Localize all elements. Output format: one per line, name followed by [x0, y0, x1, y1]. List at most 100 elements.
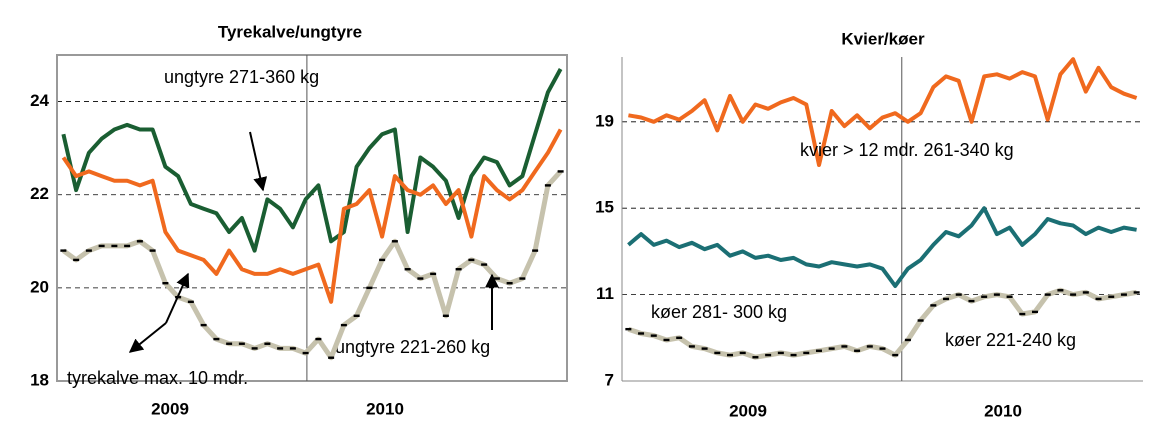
point-marker: [124, 244, 131, 248]
point-marker: [638, 332, 645, 335]
point-marker: [73, 258, 80, 262]
point-marker: [930, 304, 937, 307]
arrow: [249, 131, 268, 192]
point-marker: [544, 184, 551, 187]
chart-title: Kvier/køer: [841, 29, 925, 48]
point-marker: [481, 263, 488, 266]
point-marker: [955, 293, 962, 296]
y-tick-label: 18: [30, 370, 49, 389]
point-marker: [455, 268, 462, 271]
point-marker: [238, 342, 245, 345]
point-marker: [1133, 291, 1140, 294]
point-marker: [828, 347, 835, 350]
y-tick-label: 19: [595, 111, 614, 130]
point-marker: [1108, 295, 1115, 298]
point-marker: [727, 353, 734, 357]
point-marker: [701, 347, 708, 350]
point-marker: [688, 345, 695, 348]
point-marker: [366, 286, 373, 290]
y-tick-label: 15: [595, 198, 614, 217]
point-marker: [1070, 293, 1077, 296]
point-marker: [353, 314, 360, 317]
point-marker: [777, 351, 784, 355]
chart-title: Tyrekalve/ungtyre: [218, 22, 362, 41]
point-marker: [815, 349, 822, 352]
point-marker: [391, 240, 398, 243]
point-marker: [149, 249, 156, 252]
point-marker: [854, 349, 861, 352]
y-tick-label: 7: [605, 370, 614, 389]
point-marker: [213, 337, 220, 341]
point-marker: [917, 319, 924, 322]
point-marker: [60, 249, 67, 252]
point-marker: [663, 338, 670, 342]
point-marker: [752, 356, 759, 359]
point-marker: [1095, 297, 1102, 301]
point-marker: [1044, 293, 1051, 296]
point-marker: [841, 345, 848, 348]
point-marker: [85, 249, 92, 252]
point-marker: [981, 295, 988, 298]
point-marker: [1082, 291, 1089, 294]
plot-frame: [56, 54, 568, 382]
point-marker: [328, 356, 335, 359]
point-marker: [404, 268, 411, 271]
arrow: [128, 322, 167, 353]
point-marker: [765, 353, 772, 357]
point-marker: [277, 347, 284, 350]
point-marker: [650, 334, 657, 337]
point-marker: [714, 351, 721, 355]
series-label: køer 221-240 kg: [945, 330, 1076, 350]
point-marker: [200, 323, 207, 327]
point-marker: [111, 244, 118, 248]
point-marker: [866, 345, 873, 348]
point-marker: [676, 336, 683, 339]
point-marker: [187, 300, 194, 304]
point-marker: [739, 351, 746, 355]
point-marker: [532, 249, 539, 252]
point-marker: [625, 327, 632, 331]
point-marker: [557, 170, 564, 173]
point-marker: [993, 293, 1000, 296]
point-marker: [1019, 312, 1026, 316]
point-marker: [302, 351, 309, 355]
series-line: [61, 169, 563, 361]
point-marker: [1120, 293, 1127, 296]
point-marker: [340, 323, 347, 327]
series-line: [628, 57, 1138, 167]
series-label: tyrekalve max. 10 mdr.: [67, 368, 248, 388]
point-marker: [493, 277, 500, 280]
point-marker: [519, 277, 526, 280]
point-marker: [226, 342, 233, 345]
point-marker: [136, 240, 143, 243]
point-marker: [289, 347, 296, 350]
series-label: køer 281- 300 kg: [651, 302, 787, 322]
arrow: [165, 272, 190, 324]
point-marker: [892, 353, 899, 357]
point-marker: [943, 297, 950, 301]
point-marker: [468, 258, 475, 262]
point-marker: [1057, 289, 1064, 292]
x-tick-label: 2010: [984, 401, 1022, 420]
y-tick-label: 20: [30, 277, 49, 296]
point-marker: [968, 299, 975, 303]
series-line: [627, 206, 1137, 288]
x-tick-label: 2010: [366, 399, 404, 418]
point-marker: [251, 347, 258, 350]
series-label: ungtyre 271-360 kg: [164, 67, 319, 87]
point-marker: [1031, 310, 1038, 314]
series-line: [61, 128, 563, 304]
point-marker: [417, 277, 424, 280]
x-tick-label: 2009: [151, 399, 189, 418]
y-tick-label: 24: [30, 91, 49, 110]
y-tick-label: 11: [596, 284, 614, 303]
series-label: ungtyre 221-260 kg: [335, 337, 490, 357]
point-marker: [162, 282, 169, 285]
point-marker: [98, 244, 105, 248]
y-tick-label: 22: [30, 184, 49, 203]
point-marker: [904, 338, 911, 342]
series-line: [61, 68, 563, 253]
point-marker: [264, 342, 271, 345]
point-marker: [803, 351, 810, 355]
